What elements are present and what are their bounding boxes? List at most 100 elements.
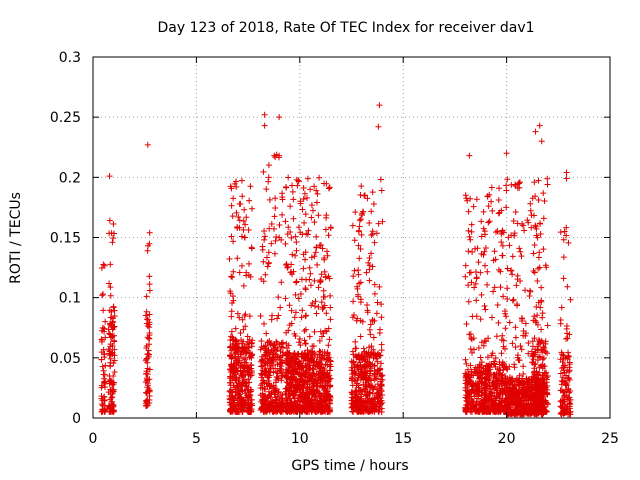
- data-point: [269, 342, 276, 349]
- data-point: [239, 193, 246, 200]
- data-point: [467, 195, 474, 202]
- data-point: [511, 361, 518, 368]
- data-point: [505, 395, 512, 402]
- data-point: [491, 408, 498, 415]
- data-point: [308, 357, 315, 364]
- data-point: [516, 245, 523, 252]
- data-point: [562, 388, 569, 395]
- data-point: [227, 382, 234, 389]
- data-point: [228, 407, 235, 414]
- data-point: [107, 284, 114, 291]
- data-point: [321, 255, 328, 262]
- data-point: [465, 371, 472, 378]
- data-point: [468, 335, 475, 342]
- data-point: [370, 405, 377, 412]
- data-point: [348, 394, 355, 401]
- data-point: [495, 401, 502, 408]
- data-point: [275, 312, 282, 319]
- data-point: [302, 340, 309, 347]
- data-point: [302, 389, 309, 396]
- data-point: [557, 316, 564, 323]
- data-point: [518, 410, 525, 417]
- data-point: [236, 224, 243, 231]
- data-point: [266, 196, 273, 203]
- data-point: [351, 370, 358, 377]
- data-point: [482, 245, 489, 252]
- data-point: [240, 367, 247, 374]
- data-point: [235, 214, 242, 220]
- data-point: [537, 401, 544, 408]
- data-point: [511, 230, 518, 237]
- data-point: [473, 297, 480, 304]
- data-point: [558, 381, 565, 388]
- data-point: [317, 242, 324, 249]
- data-point: [244, 394, 251, 401]
- data-point: [371, 239, 378, 246]
- data-point: [102, 334, 109, 341]
- data-point: [374, 375, 381, 382]
- data-point: [520, 370, 527, 377]
- data-point: [522, 394, 529, 401]
- data-point: [529, 195, 536, 202]
- data-point: [497, 268, 504, 275]
- data-point: [270, 369, 277, 376]
- data-point: [509, 340, 516, 347]
- data-point: [500, 379, 507, 386]
- data-point: [300, 184, 307, 191]
- data-point: [559, 358, 566, 365]
- data-point: [278, 377, 285, 384]
- data-point: [284, 264, 291, 271]
- data-point: [527, 288, 534, 295]
- data-point: [478, 218, 485, 225]
- data-point: [278, 279, 285, 286]
- data-point: [291, 330, 298, 337]
- data-point: [299, 402, 306, 409]
- data-point: [532, 128, 539, 135]
- data-point: [502, 310, 509, 317]
- data-point: [285, 386, 292, 393]
- data-point: [326, 184, 333, 191]
- data-point: [516, 403, 523, 410]
- data-point: [505, 389, 512, 396]
- data-point: [144, 384, 151, 391]
- y-tick-label: 0.1: [59, 291, 81, 307]
- data-point: [376, 283, 383, 290]
- data-point: [499, 391, 506, 398]
- data-point: [358, 397, 365, 404]
- data-point: [528, 348, 535, 355]
- data-point: [316, 401, 323, 408]
- data-point: [266, 408, 273, 415]
- data-point: [532, 317, 539, 324]
- data-point: [472, 245, 479, 252]
- data-point: [262, 386, 269, 393]
- data-point: [364, 309, 371, 316]
- data-point: [375, 123, 382, 130]
- data-point: [463, 408, 470, 415]
- data-point: [262, 400, 269, 407]
- data-point: [286, 367, 293, 374]
- data-point: [107, 261, 114, 268]
- data-point: [110, 235, 117, 242]
- data-point: [321, 302, 328, 309]
- data-point: [508, 232, 515, 239]
- data-point: [324, 408, 331, 415]
- data-point: [514, 272, 521, 279]
- data-point: [520, 389, 527, 396]
- data-point: [351, 237, 358, 244]
- data-point: [146, 330, 153, 337]
- data-point: [99, 363, 106, 370]
- data-point: [263, 186, 270, 193]
- data-point: [245, 271, 252, 278]
- data-point: [298, 366, 305, 373]
- data-point: [268, 220, 275, 227]
- data-point: [351, 378, 358, 385]
- data-point: [239, 316, 246, 323]
- data-point: [226, 388, 233, 395]
- data-point: [303, 276, 310, 283]
- data-point: [311, 219, 318, 226]
- data-point: [106, 347, 113, 354]
- data-point: [529, 403, 536, 410]
- data-point: [233, 356, 240, 363]
- data-point: [274, 408, 281, 415]
- data-point: [325, 185, 332, 192]
